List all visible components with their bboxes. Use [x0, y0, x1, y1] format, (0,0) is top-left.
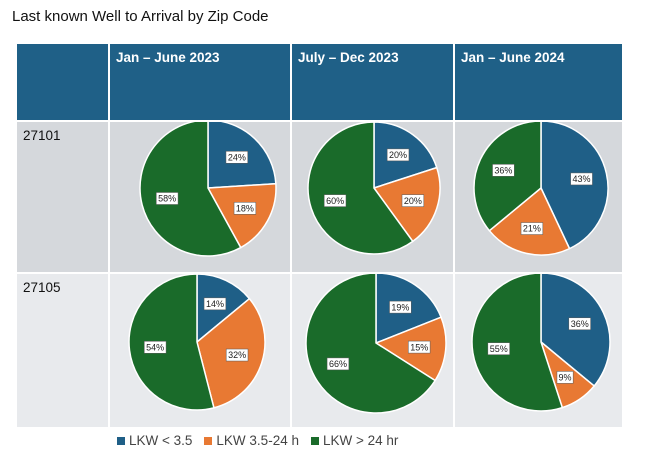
legend-label: LKW 3.5-24 h	[216, 433, 299, 448]
data-label-box	[401, 194, 425, 207]
data-label: 66%	[329, 359, 347, 369]
data-label-box	[203, 297, 227, 311]
pie-grid: Jan – June 2023 July – Dec 2023 Jan – Ju…	[17, 44, 622, 427]
legend: LKW < 3.5 LKW 3.5-24 h LKW > 24 hr	[117, 433, 398, 448]
data-label: 32%	[228, 350, 246, 360]
data-label: 60%	[326, 196, 344, 206]
slice-lkw-3-5-24	[206, 182, 277, 249]
data-label-box	[570, 172, 593, 186]
data-label-box	[156, 192, 179, 205]
data-label: 21%	[523, 224, 541, 234]
data-label: 36%	[571, 319, 589, 329]
column-header-1: Jan – June 2023	[110, 44, 290, 120]
pie-chart: 14% 32% 54%	[128, 274, 266, 411]
header-corner	[17, 44, 108, 120]
data-label-box	[492, 164, 515, 177]
column-header-2: July – Dec 2023	[292, 44, 453, 120]
data-label-box	[487, 342, 510, 355]
legend-label: LKW > 24 hr	[322, 433, 399, 448]
data-label-box	[556, 371, 574, 384]
pie-chart: 24% 18% 58%	[139, 122, 277, 257]
data-label: 15%	[410, 342, 428, 352]
pie-chart: 43% 21% 36%	[473, 122, 609, 256]
chart-title: Last known Well to Arrival by Zip Code	[12, 8, 269, 25]
data-label-box	[225, 151, 249, 164]
data-label-box	[520, 222, 544, 235]
data-label: 54%	[146, 342, 164, 352]
legend-label: LKW < 3.5	[129, 433, 193, 448]
data-label: 36%	[494, 166, 512, 176]
data-label: 14%	[206, 299, 224, 309]
data-label: 9%	[559, 373, 572, 383]
data-label-box	[144, 341, 167, 354]
slice-lkw-3-5-24	[488, 186, 571, 256]
legend-swatch-lkw-lt-3-5	[117, 436, 125, 445]
legend-swatch-lkw-gt-24	[310, 436, 319, 445]
legend-item: LKW < 3.5	[117, 433, 192, 448]
slice-lkw-lt-3-5	[540, 122, 609, 250]
legend-item: LKW 3.5-24 h	[204, 433, 299, 448]
pie-chart: 19% 15% 66%	[305, 274, 447, 414]
pie-cell: 20% 20% 60%	[292, 122, 453, 272]
data-label-box	[233, 202, 257, 215]
data-label: 20%	[404, 196, 422, 206]
data-label: 19%	[391, 302, 409, 312]
pie-chart: 20% 20% 60%	[307, 122, 441, 255]
pie-cell: 36% 9% 55%	[455, 274, 622, 427]
data-label: 24%	[228, 152, 246, 162]
data-label-box	[323, 194, 347, 207]
data-label: 20%	[389, 150, 407, 160]
data-label-box	[389, 300, 412, 314]
pie-cell: 24% 18% 58%	[110, 122, 290, 272]
pie-cell: 19% 15% 66%	[292, 274, 453, 427]
data-label-box	[408, 340, 431, 354]
legend-swatch-lkw-3-5-24	[204, 436, 213, 445]
pie-cell: 43% 21% 36%	[455, 122, 622, 272]
slice-lkw-gt-24	[128, 274, 215, 411]
pie-cell: 14% 32% 54%	[110, 274, 290, 427]
slice-lkw-gt-24	[139, 122, 242, 257]
row-header-27101: 27101	[17, 122, 108, 272]
legend-item: LKW > 24 hr	[310, 433, 399, 448]
data-label-box	[225, 348, 249, 362]
slice-lkw-gt-24	[307, 122, 414, 255]
slice-lkw-gt-24	[471, 274, 564, 412]
data-label: 43%	[573, 174, 591, 184]
data-label: 58%	[158, 194, 176, 204]
data-label-box	[386, 148, 410, 162]
row-header-27105: 27105	[17, 274, 108, 427]
data-label-box	[326, 357, 350, 371]
slice-lkw-gt-24	[305, 274, 437, 414]
pie-chart: 36% 9% 55%	[471, 274, 611, 412]
column-header-3: Jan – June 2024	[455, 44, 622, 120]
data-label-box	[568, 317, 591, 331]
data-label: 18%	[236, 204, 254, 214]
data-label: 55%	[490, 344, 508, 354]
